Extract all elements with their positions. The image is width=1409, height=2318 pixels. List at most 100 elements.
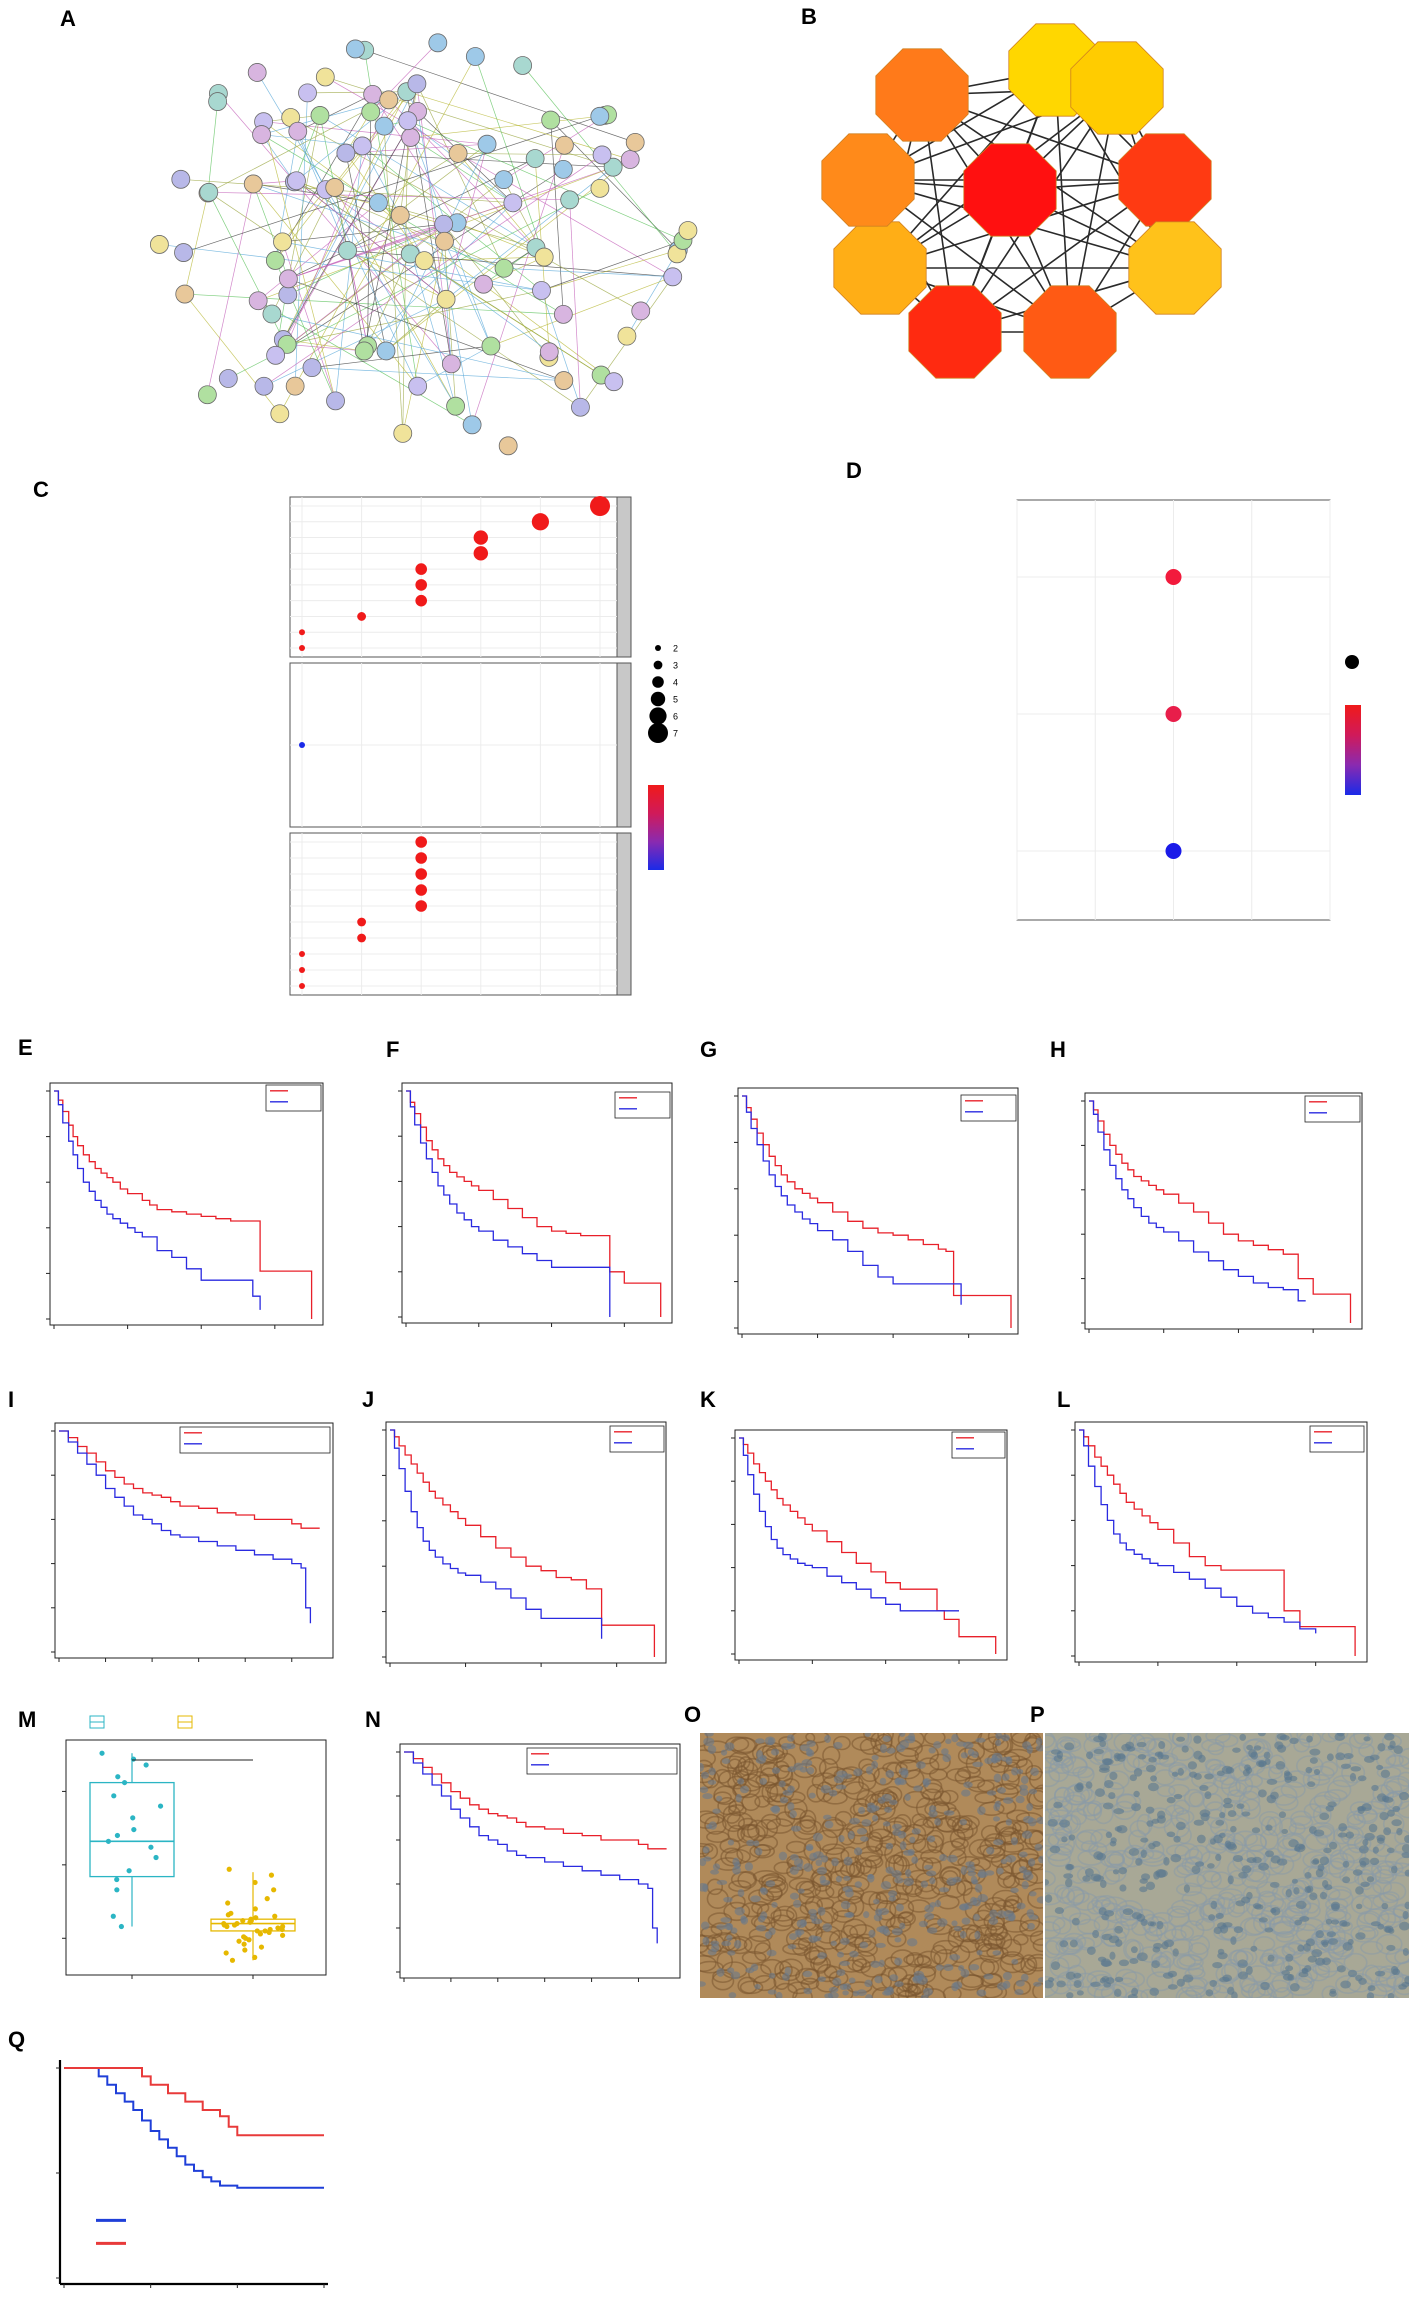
ihc-nucleus [882, 1735, 892, 1742]
data-point [262, 1928, 268, 1934]
km-plot-cxcr3-validation [396, 1743, 681, 1982]
ihc-nucleus [1068, 1834, 1076, 1841]
network-edge [424, 256, 545, 261]
ihc-nucleus [1219, 1811, 1226, 1819]
ihc-nucleus [1131, 1803, 1142, 1812]
ihc-cell [1045, 1756, 1061, 1773]
km-plot-cxcr5 [731, 1429, 1008, 1664]
survival-curve-b [739, 1437, 959, 1612]
ihc-nucleus [1090, 1873, 1102, 1882]
data-point [121, 1779, 128, 1786]
network-node [352, 136, 372, 156]
data-point [242, 1947, 248, 1953]
network-node [436, 289, 456, 309]
ihc-cell [717, 1796, 738, 1816]
panel-letter-k: K [700, 1387, 716, 1412]
plot-frame [737, 1087, 1019, 1335]
string-network [149, 33, 698, 456]
ihc-nucleus [1311, 1949, 1323, 1958]
ihc-nucleus [882, 1990, 892, 1996]
ihc-nucleus [860, 1836, 869, 1842]
ihc-nucleus [726, 1923, 733, 1931]
ihc-nucleus [1387, 1809, 1395, 1817]
cxcr3-boxplot [62, 1715, 327, 1979]
ihc-nucleus [1355, 1974, 1363, 1982]
ihc-cell [801, 1968, 821, 1983]
ihc-nucleus [906, 1938, 918, 1947]
ihc-nucleus [1010, 1887, 1019, 1894]
ihc-tissue [1045, 1733, 1409, 1998]
ihc-nucleus [1250, 1751, 1259, 1760]
network-edge [275, 94, 373, 261]
ihc-nucleus [965, 1861, 975, 1867]
ihc-nucleus [1328, 1841, 1338, 1850]
ihc-cell [1281, 1832, 1306, 1852]
ihc-cell [1348, 1733, 1374, 1749]
ihc-nucleus [1401, 1851, 1409, 1859]
ihc-nucleus [1208, 1914, 1216, 1921]
legend-box [951, 1431, 1006, 1459]
legend-box [960, 1094, 1017, 1122]
network-node [590, 106, 610, 126]
ihc-nucleus [1112, 1869, 1119, 1875]
network-node [336, 143, 356, 163]
kegg-term-dot [1165, 706, 1182, 722]
ihc-cell [1027, 1887, 1043, 1909]
ihc-nucleus [816, 1866, 827, 1875]
ihc-nucleus [888, 1895, 897, 1902]
ihc-cell [1053, 1786, 1071, 1808]
ihc-nucleus [712, 1808, 721, 1814]
network-edge [258, 166, 614, 302]
ihc-nucleus [1033, 1981, 1042, 1987]
ihc-nucleus [872, 1814, 879, 1822]
ihc-cell [1298, 1733, 1322, 1748]
ihc-nucleus [959, 1818, 967, 1826]
panel-letter-g: G [700, 1037, 717, 1062]
ihc-cell [799, 1809, 817, 1829]
network-node [278, 269, 298, 289]
ihc-nucleus [1253, 1745, 1262, 1751]
ihc-nucleus [888, 1890, 898, 1898]
network-edge [406, 91, 631, 160]
ihc-nucleus [1275, 1760, 1286, 1770]
ihc-cell [1375, 1970, 1397, 1993]
data-point [114, 1887, 120, 1893]
kegg-term-dot [1165, 843, 1182, 859]
network-node [554, 371, 574, 390]
ihc-cell [1201, 1738, 1225, 1753]
network-node [603, 157, 623, 177]
ihc-nucleus [1276, 1744, 1287, 1753]
ihc-nucleus [891, 1870, 902, 1878]
data-point [252, 1954, 258, 1960]
ihc-nucleus [1297, 1944, 1305, 1952]
ihc-nucleus [871, 1754, 879, 1761]
ihc-nucleus [1109, 1771, 1118, 1781]
ihc-nucleus [1264, 1927, 1274, 1933]
panel-letter-m: M [18, 1707, 36, 1732]
ihc-cell [805, 1756, 827, 1778]
hub-node [963, 143, 1057, 237]
ihc-nucleus [799, 1767, 808, 1773]
ihc-nucleus [746, 1839, 755, 1847]
ihc-nucleus [1146, 1820, 1154, 1827]
network-node [571, 397, 590, 417]
legend-count-dot [655, 645, 661, 651]
data-point [225, 1900, 231, 1906]
ihc-nucleus [1402, 1910, 1409, 1920]
km-plot-pnoc [1071, 1421, 1368, 1666]
ihc-cell [1341, 1762, 1366, 1784]
ihc-nucleus [1281, 1970, 1291, 1976]
ihc-nucleus [1005, 1854, 1017, 1863]
ihc-nucleus [805, 1845, 813, 1851]
ihc-cell [976, 1924, 998, 1937]
go-term-dot [473, 530, 488, 545]
ihc-cell [1253, 1936, 1276, 1952]
ihc-nucleus [1239, 1733, 1247, 1741]
ihc-nucleus [1074, 1783, 1084, 1793]
ihc-cell [1082, 1802, 1103, 1821]
ihc-nucleus [1101, 1933, 1113, 1941]
ihc-nucleus [845, 1911, 855, 1918]
ihc-cell [1146, 1971, 1174, 1992]
ihc-nucleus [894, 1981, 904, 1987]
ihc-nucleus [1187, 1761, 1198, 1770]
